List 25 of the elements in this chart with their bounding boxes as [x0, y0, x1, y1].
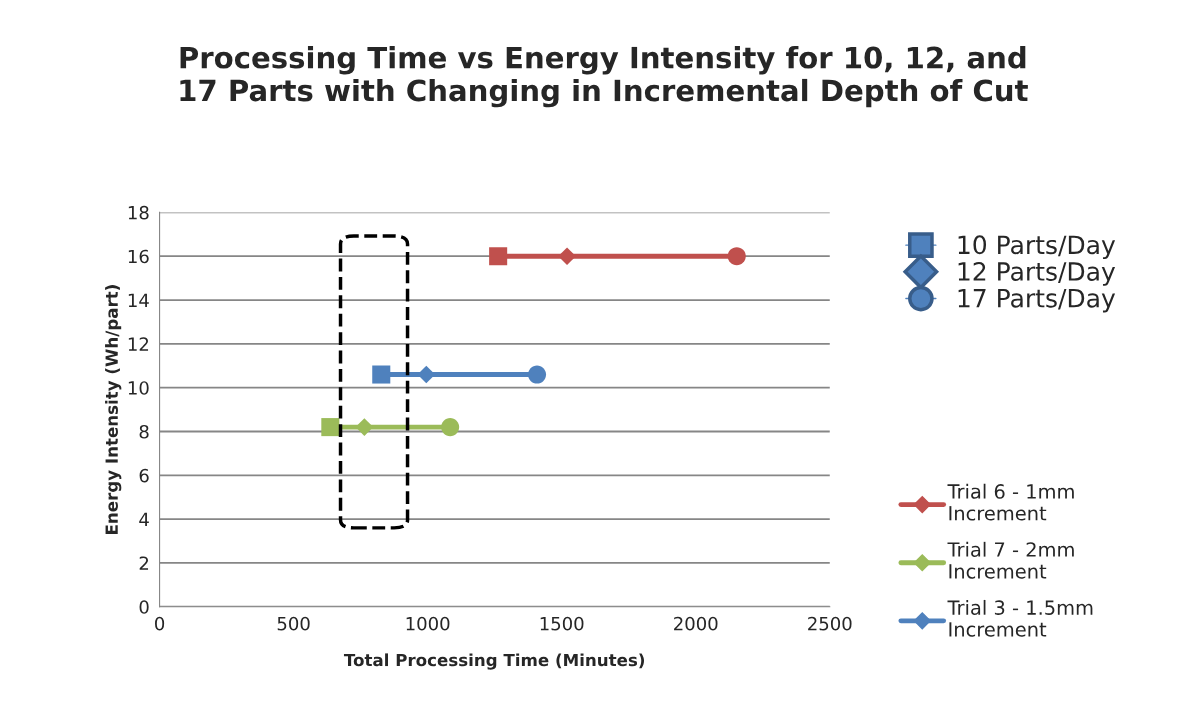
chart-title: Processing Time vs Energy Intensity for 10, 12, and 17 Parts with Changing in Incremental Depth of Cut	[180, 46, 1028, 108]
x-tick-label: 2000	[674, 616, 718, 631]
y-tick-label: 4	[139, 512, 149, 526]
y-tick-label: 18	[128, 205, 149, 220]
y-tick-label: 14	[128, 293, 149, 307]
y-tick-label: 8	[139, 424, 149, 439]
y-tick-label: 12	[128, 337, 149, 351]
x-axis-title: Total Processing Time (Minutes)	[343, 653, 645, 670]
x-tick-label: 2500	[808, 616, 852, 631]
y-tick-label: 6	[139, 468, 149, 483]
y-axis-title: Energy Intensity (Wh/part)	[105, 285, 122, 534]
legend-label: 10 Parts/Day	[958, 235, 1116, 260]
x-tick-label: 1500	[540, 616, 584, 631]
y-tick-label: 10	[128, 381, 149, 395]
x-tick-label: 1000	[406, 616, 450, 631]
x-tick-label: 0	[155, 616, 165, 631]
x-tick-label: 500	[277, 616, 310, 631]
y-tick-label: 0	[139, 600, 149, 614]
y-tick-label: 16	[128, 249, 149, 264]
legend-label: Trial 7 - 2mm Increment	[947, 541, 1074, 579]
legend-label: 17 Parts/Day	[958, 289, 1116, 313]
legend-label: Trial 3 - 1.5mm Increment	[947, 599, 1093, 637]
y-tick-label: 2	[139, 556, 149, 570]
legend-label: Trial 6 - 1mm Increment	[947, 483, 1074, 521]
legend-label: 12 Parts/Day	[958, 262, 1116, 286]
